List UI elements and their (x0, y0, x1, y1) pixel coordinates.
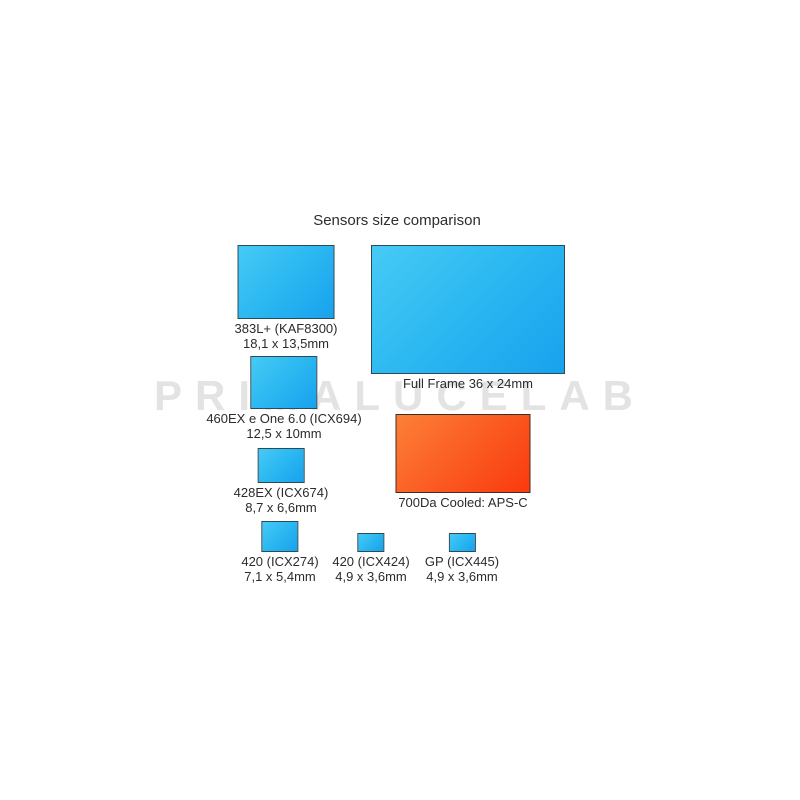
sensor-full-frame: Full Frame 36 x 24mm (371, 245, 565, 392)
sensor-name: 420 (ICX274) (241, 554, 319, 569)
sensor-rect-gp-icx445 (448, 533, 476, 552)
sensor-label-460ex: 460EX e One 6.0 (ICX694) 12,5 x 10mm (206, 411, 362, 441)
sensor-name: 700Da Cooled: APS-C (398, 495, 528, 510)
sensor-dimensions: 12,5 x 10mm (246, 425, 322, 441)
sensor-rect-700da (395, 414, 531, 493)
sensor-name: 420 (ICX424) (332, 554, 410, 569)
sensor-dimensions: 8,7 x 6,6mm (245, 499, 317, 515)
figure-title: Sensors size comparison (313, 212, 481, 229)
sensor-460ex-icx694: 460EX e One 6.0 (ICX694) 12,5 x 10mm (206, 356, 362, 441)
sensor-label-420-icx274: 420 (ICX274) 7,1 x 5,4mm (241, 554, 319, 584)
sensor-rect-383l (237, 245, 335, 319)
sensor-label-gp-icx445: GP (ICX445) 4,9 x 3,6mm (424, 554, 500, 584)
sensor-dimensions: 4,9 x 3,6mm (426, 568, 498, 584)
sensor-label-383l: 383L+ (KAF8300) 18,1 x 13,5mm (234, 321, 338, 351)
sensor-name: 383L+ (KAF8300) (234, 321, 338, 336)
sensor-name: 460EX e One 6.0 (ICX694) (206, 411, 362, 426)
sensor-rect-420-icx274 (261, 521, 299, 552)
sensor-name: Full Frame 36 x 24mm (402, 376, 534, 391)
sensor-label-full-frame: Full Frame 36 x 24mm (402, 376, 534, 392)
sensor-rect-420-icx424 (357, 533, 385, 552)
sensor-name: GP (ICX445) (424, 554, 500, 569)
sensor-700da-apsc: 700Da Cooled: APS-C (395, 414, 531, 511)
sensor-gp-icx445: GP (ICX445) 4,9 x 3,6mm (425, 533, 499, 584)
sensor-label-420-icx424: 420 (ICX424) 4,9 x 3,6mm (332, 554, 410, 584)
sensor-428ex-icx674: 428EX (ICX674) 8,7 x 6,6mm (233, 448, 329, 515)
sensor-label-700da: 700Da Cooled: APS-C (398, 495, 528, 511)
sensor-rect-428ex (257, 448, 305, 483)
sensor-rect-460ex (250, 356, 318, 409)
sensor-420-icx274: 420 (ICX274) 7,1 x 5,4mm (241, 521, 319, 584)
sensor-rect-full-frame (371, 245, 565, 374)
sensor-name: 428EX (ICX674) (233, 485, 329, 500)
sensor-dimensions: 7,1 x 5,4mm (244, 568, 316, 584)
sensor-label-428ex: 428EX (ICX674) 8,7 x 6,6mm (233, 485, 329, 515)
sensor-dimensions: 18,1 x 13,5mm (242, 335, 329, 351)
sensor-420-icx424: 420 (ICX424) 4,9 x 3,6mm (332, 533, 410, 584)
primalucelab-watermark: PRIMALUCELAB (154, 372, 646, 419)
sensor-383l-kaf8300: 383L+ (KAF8300) 18,1 x 13,5mm (234, 245, 338, 351)
sensor-dimensions: 4,9 x 3,6mm (335, 568, 407, 584)
